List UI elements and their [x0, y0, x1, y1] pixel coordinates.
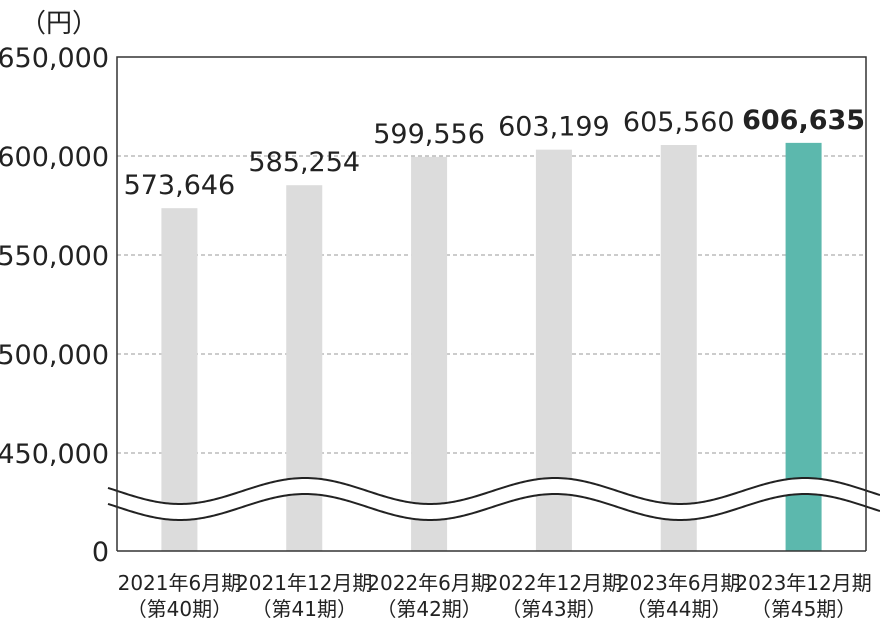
value-label: 603,199 — [498, 112, 610, 143]
gridlines — [117, 155, 866, 454]
category-label: 2023年12月期（第45期） — [735, 571, 871, 621]
category-labels: 2021年6月期（第40期）2021年12月期（第41期）2022年6月期（第4… — [118, 571, 872, 621]
plot-frame — [116, 56, 867, 551]
axis-break-line-bottom — [107, 493, 880, 522]
axis-break — [107, 477, 880, 522]
bar — [411, 156, 448, 551]
y-tick-label: 450,000 — [0, 439, 109, 470]
y-tick-label: 650,000 — [0, 43, 109, 74]
value-label: 573,646 — [124, 170, 236, 201]
axis-break-line-top — [107, 477, 880, 506]
bar — [161, 208, 198, 552]
category-label: 2021年6月期（第40期） — [118, 571, 242, 621]
value-label: 585,254 — [248, 147, 360, 178]
bar — [660, 144, 697, 551]
axis-break-band — [108, 478, 880, 520]
category-label: 2021年12月期（第41期） — [236, 571, 372, 621]
axes — [116, 56, 867, 552]
value-labels: 573,646 585,254 599,556 603,199 605,560 606,6… — [124, 105, 865, 201]
unit-label: （円） — [20, 9, 98, 39]
value-label: 599,556 — [373, 119, 485, 150]
y-tick-label: 600,000 — [0, 142, 109, 173]
category-label: 2022年6月期（第42期） — [367, 571, 491, 621]
bar — [286, 185, 323, 551]
y-tick-label: 500,000 — [0, 340, 109, 371]
value-label: 605,560 — [623, 107, 735, 138]
y-tick-label: 550,000 — [0, 241, 109, 272]
value-label: 606,635 — [742, 105, 865, 136]
category-label: 2022年12月期（第43期） — [486, 571, 622, 621]
category-label: 2023年6月期（第44期） — [617, 571, 741, 621]
y-tick-labels: 650,000 600,000 550,000 500,000 450,000 0 — [0, 43, 109, 568]
y-tick-label: 0 — [92, 537, 109, 568]
